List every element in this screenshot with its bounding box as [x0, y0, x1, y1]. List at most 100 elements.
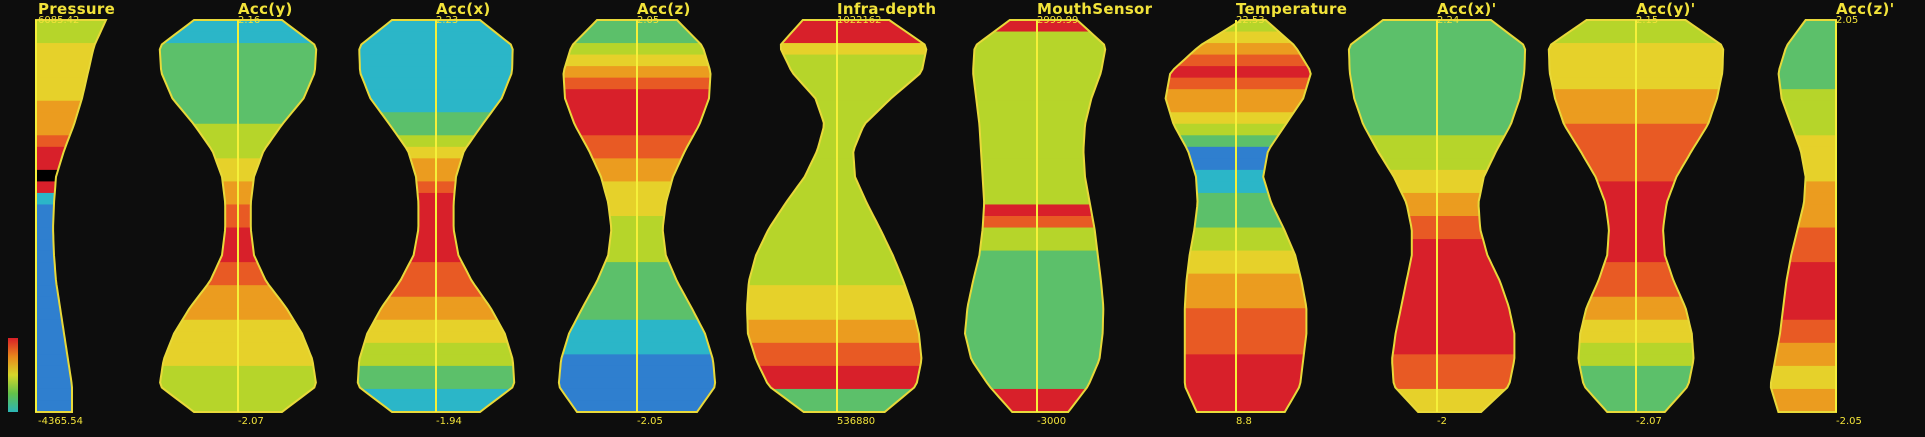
min-acc-x-prime: -2 [1437, 416, 1447, 427]
max-temperature: 22.53 [1236, 15, 1265, 26]
violin-stripe [1165, 388, 1311, 402]
violin-stripe [965, 296, 1106, 310]
violin-stripe [1770, 354, 1836, 367]
violin-stripe [965, 216, 1106, 229]
violin-stripe [36, 227, 106, 240]
violin-stripe [36, 43, 106, 56]
max-acc-y: 2.16 [238, 15, 261, 26]
violin-stripe [36, 192, 106, 206]
violin-stripe [965, 135, 1106, 148]
label-acc-z: Acc(z) [637, 0, 691, 18]
violin-stripe [36, 273, 106, 286]
violin-stripe [1165, 100, 1311, 114]
violin-stripe [1770, 342, 1836, 356]
violin-stripe [1165, 365, 1311, 379]
violin-stripe [36, 365, 106, 379]
violin-stripe [965, 77, 1106, 90]
violin-stripe [1770, 296, 1836, 310]
max-acc-z: 2.05 [637, 15, 660, 26]
violin-stripe [1770, 308, 1836, 321]
violin-stripe [1770, 20, 1836, 33]
violin-stripe [1165, 77, 1311, 90]
violin-stripe [36, 331, 106, 344]
label-temperature: Temperature [1236, 0, 1348, 18]
violin-stripe [1770, 250, 1836, 263]
min-acc-x: -1.94 [436, 416, 462, 427]
violin-stripe [1165, 354, 1311, 367]
violin-stripe [36, 250, 106, 263]
violin-stripe [965, 400, 1106, 412]
violin-stripe [36, 204, 106, 217]
label-acc-x: Acc(x) [436, 0, 491, 18]
violin-stripe [1165, 123, 1311, 137]
violin-stripe [1165, 262, 1311, 275]
violin-stripe [1165, 319, 1311, 333]
violin-stripe [36, 89, 106, 102]
violin-stripe [965, 100, 1106, 114]
max-pressure: 6085.42 [38, 15, 80, 26]
violin-stripe [1770, 319, 1836, 333]
violin-fill-0 [36, 20, 106, 412]
violin-stripe [965, 319, 1106, 333]
violin-stripe [1770, 31, 1836, 44]
violin-stripe [1165, 400, 1311, 412]
min-acc-y-prime: -2.07 [1636, 416, 1662, 427]
violin-stripe [965, 66, 1106, 79]
violin-stripe [36, 308, 106, 321]
label-acc-x-prime: Acc(x)' [1437, 0, 1497, 18]
violin-stripe [965, 158, 1106, 171]
violin-stripe [1770, 135, 1836, 148]
violin-stripe [1770, 192, 1836, 206]
violin-outline-3 [557, 19, 717, 413]
label-acc-y: Acc(y) [238, 0, 293, 18]
label-mouth-sensor: MouthSensor [1037, 0, 1153, 18]
violin-stripe [1165, 273, 1311, 286]
violin-stripe [1770, 66, 1836, 79]
violin-stripe [36, 123, 106, 137]
violin-stripe [965, 354, 1106, 367]
violin-stripe [965, 123, 1106, 137]
violin-stripe [36, 54, 106, 67]
violin-stripe [1165, 285, 1311, 298]
max-mouth-sensor: 2999.99 [1037, 15, 1079, 26]
violin-stripe [36, 158, 106, 171]
violin-stripe [36, 388, 106, 402]
violin-stripe [36, 135, 106, 148]
violin-outline-8 [1547, 19, 1725, 413]
max-acc-x-prime: 2.24 [1437, 15, 1460, 26]
violin-stripe [965, 181, 1106, 194]
min-acc-y: -2.07 [238, 416, 264, 427]
violin-stripe [1770, 239, 1836, 252]
violin-stripe [1165, 43, 1311, 56]
violin-stripe [965, 342, 1106, 356]
violin-outline-6 [1164, 19, 1312, 413]
violin-stripe [1165, 89, 1311, 102]
violin-stripe [965, 146, 1106, 160]
violin-stripe [965, 43, 1106, 56]
violin-stripe [965, 169, 1106, 183]
min-pressure: -4365.54 [38, 416, 83, 427]
violin-stripe [1770, 181, 1836, 194]
violin-stripe [965, 89, 1106, 102]
violin-stripe [965, 308, 1106, 321]
violin-stripe [965, 331, 1106, 344]
violin-stripe [36, 112, 106, 125]
violin-stripe [36, 216, 106, 229]
violin-stripe [965, 31, 1106, 44]
max-acc-y-prime: 2.15 [1636, 15, 1659, 26]
label-infra-depth: Infra-depth [837, 0, 937, 18]
violin-outline-4 [746, 19, 928, 413]
violin-stripe [36, 342, 106, 356]
label-acc-z-prime: Acc(z)' [1836, 0, 1895, 18]
violin-stripe [1770, 273, 1836, 286]
violin-stripe [1770, 400, 1836, 412]
violin-stripe [1770, 169, 1836, 183]
violin-stripe [1165, 66, 1311, 79]
violin-stripe [36, 239, 106, 252]
violin-stripe [1770, 54, 1836, 67]
max-infra-depth: 1022162 [837, 15, 882, 26]
violin-stripe [1165, 216, 1311, 229]
violin-stripe [965, 204, 1106, 217]
